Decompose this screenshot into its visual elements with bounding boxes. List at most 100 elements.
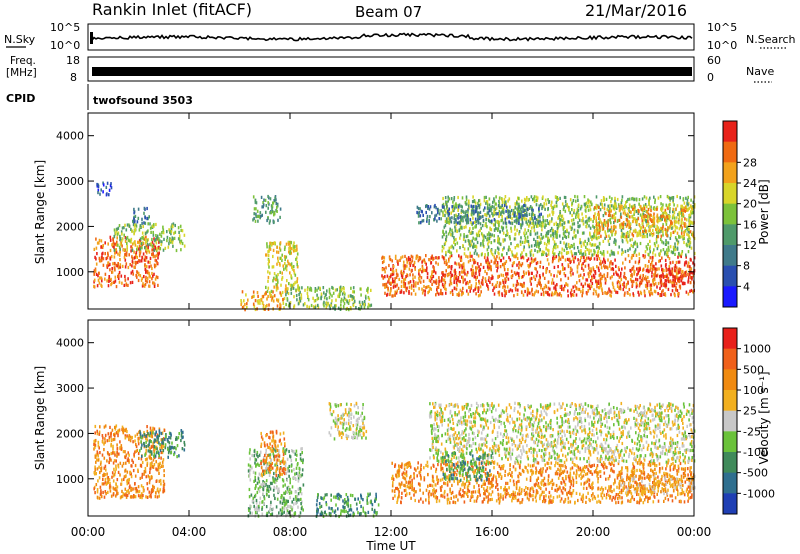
- heatmap-cell: [674, 268, 676, 272]
- heatmap-cell: [295, 288, 297, 292]
- heatmap-cell: [123, 255, 126, 260]
- heatmap-cell: [312, 296, 314, 300]
- heatmap-cell: [604, 291, 607, 295]
- heatmap-cell: [143, 433, 146, 437]
- heatmap-cell: [662, 214, 664, 218]
- heatmap-cell: [619, 223, 621, 227]
- heatmap-cell: [689, 270, 692, 274]
- heatmap-cell: [633, 208, 636, 212]
- heatmap-cell: [670, 233, 672, 237]
- heatmap-cell: [525, 213, 527, 217]
- heatmap-cell: [289, 301, 292, 305]
- heatmap-cell: [114, 279, 117, 283]
- heatmap-cell: [296, 263, 298, 267]
- heatmap-cell: [583, 231, 585, 235]
- heatmap-cell: [553, 245, 555, 249]
- heatmap-cell: [466, 219, 468, 223]
- heatmap-cell: [495, 212, 497, 216]
- heatmap-cell: [96, 429, 98, 433]
- heatmap-cell: [500, 205, 502, 209]
- heatmap-cell: [576, 210, 579, 214]
- heatmap-cell: [601, 205, 604, 209]
- heatmap-cell: [527, 228, 530, 233]
- heatmap-cell: [595, 289, 597, 293]
- heatmap-cell: [139, 274, 142, 278]
- heatmap-cell: [145, 251, 148, 255]
- heatmap-cell: [539, 223, 541, 227]
- heatmap-cell: [461, 270, 463, 274]
- heatmap-cell: [279, 248, 282, 252]
- heatmap-cell: [149, 470, 151, 474]
- heatmap-cell: [542, 293, 545, 297]
- heatmap-cell: [272, 299, 275, 303]
- heatmap-cell: [133, 452, 135, 456]
- heatmap-cell: [472, 258, 474, 262]
- heatmap-cell: [425, 254, 427, 258]
- heatmap-cell: [516, 228, 518, 232]
- heatmap-cell: [480, 226, 482, 230]
- heatmap-cell: [474, 205, 477, 209]
- heatmap-cell: [262, 201, 264, 205]
- heatmap-cell: [445, 253, 447, 257]
- heatmap-cell: [445, 200, 447, 204]
- heatmap-cell: [151, 452, 153, 456]
- heatmap-cell: [683, 208, 685, 212]
- heatmap-cell: [650, 287, 652, 291]
- heatmap-cell: [599, 227, 601, 231]
- heatmap-cell: [497, 228, 499, 232]
- heatmap-cell: [334, 288, 337, 292]
- heatmap-cell: [645, 215, 647, 219]
- heatmap-cell: [676, 226, 678, 230]
- heatmap-cell: [480, 215, 482, 219]
- heatmap-cell: [397, 286, 400, 290]
- heatmap-cell: [577, 214, 579, 218]
- heatmap-cell: [580, 290, 582, 294]
- heatmap-cell: [486, 206, 489, 210]
- heatmap-cell: [529, 232, 532, 237]
- heatmap-cell: [480, 242, 482, 246]
- heatmap-cell: [155, 237, 157, 241]
- heatmap-cell: [502, 221, 505, 225]
- heatmap-cell: [444, 196, 447, 200]
- heatmap-cell: [450, 267, 453, 271]
- heatmap-cell: [537, 221, 540, 225]
- heatmap-cell: [632, 265, 635, 269]
- heatmap-cell: [678, 221, 680, 225]
- heatmap-cell: [126, 429, 128, 434]
- heatmap-cell: [134, 223, 136, 227]
- heatmap-cell: [559, 285, 562, 289]
- heatmap-cell: [272, 248, 275, 252]
- heatmap-cell: [628, 233, 631, 237]
- heatmap-cell: [664, 227, 667, 231]
- heatmap-cell: [94, 443, 97, 448]
- heatmap-cell: [635, 253, 638, 257]
- heatmap-cell: [525, 198, 527, 202]
- heatmap-cell: [612, 228, 615, 232]
- heatmap-cell: [628, 223, 631, 227]
- heatmap-cell: [533, 229, 536, 233]
- heatmap-cell: [416, 210, 418, 215]
- heatmap-cell: [598, 228, 600, 232]
- heatmap-cell: [156, 275, 159, 280]
- heatmap-cell: [290, 262, 293, 266]
- heatmap-cell: [389, 291, 392, 295]
- heatmap-cell: [612, 216, 615, 220]
- heatmap-cell: [554, 245, 557, 249]
- heatmap-cell: [632, 196, 634, 201]
- heatmap-cell: [435, 256, 437, 260]
- heatmap-cell: [583, 259, 586, 263]
- heatmap-cell: [624, 235, 626, 239]
- heatmap-cell: [440, 288, 442, 292]
- heatmap-cell: [459, 272, 461, 277]
- heatmap-cell: [601, 276, 603, 281]
- heatmap-cell: [412, 284, 415, 288]
- heatmap-cell: [438, 212, 441, 216]
- heatmap-cell: [426, 272, 429, 276]
- heatmap-cell: [394, 256, 397, 260]
- heatmap-cell: [153, 427, 156, 431]
- heatmap-cell: [462, 219, 464, 223]
- heatmap-cell: [113, 248, 116, 252]
- heatmap-cell: [287, 240, 290, 244]
- heatmap-cell: [624, 222, 627, 226]
- heatmap-cell: [569, 246, 571, 250]
